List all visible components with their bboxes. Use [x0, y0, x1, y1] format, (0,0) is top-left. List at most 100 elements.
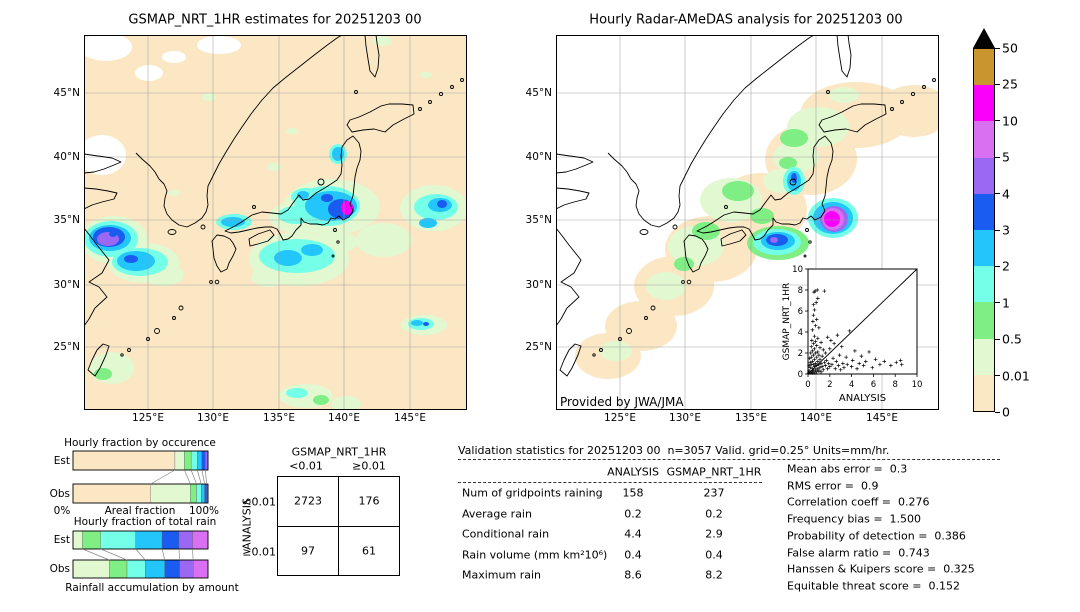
validation-row-label: Rain volume (mm km²10⁶) — [462, 548, 608, 561]
colorbar-segment-cyan — [974, 230, 994, 267]
validation-analysis-value: 0.4 — [624, 548, 642, 561]
validation-row-label: Num of gridpoints raining — [462, 486, 603, 500]
divider-top — [458, 459, 1000, 460]
colorbar-segment-peach — [974, 374, 994, 412]
colorbar-tick-label: 0 — [1002, 404, 1010, 420]
contingency-cell-hit: 61 — [362, 544, 376, 558]
colorbar-overflow-triangle — [973, 28, 995, 48]
validation-analysis-value: 158 — [622, 486, 644, 500]
colorbar-tick — [995, 83, 1000, 85]
inset-scatter-points — [806, 288, 904, 375]
colorbar-tick — [995, 47, 1000, 49]
skill-score-line: False alarm ratio = 0.743 — [787, 546, 930, 559]
totalrain-chart-title: Hourly fraction of total rain — [73, 516, 217, 528]
validation-analysis-value: 4.4 — [624, 527, 642, 541]
validation-gsmap-value: 8.2 — [705, 568, 723, 582]
colorbar-segment-magenta — [974, 85, 994, 122]
inset-xlabel: ANALYSIS — [839, 393, 886, 402]
colorbar-tick — [995, 375, 1000, 377]
colorbar-tick-label: 4 — [1002, 186, 1010, 202]
x-tick-label: 135°E — [263, 412, 295, 424]
inset-x-tick: 2 — [827, 380, 832, 390]
colorbar-tick — [995, 338, 1000, 340]
skill-score-line: Hanssen & Kuipers score = 0.325 — [787, 562, 975, 576]
colorbar-body — [973, 48, 995, 412]
x-tick-label: 140°E — [328, 412, 360, 424]
contingency-cell-miss: 97 — [301, 544, 315, 558]
right-map-frame — [556, 35, 939, 410]
skill-score-line: Mean abs error = 0.3 — [787, 462, 908, 476]
gsmap-estimate-map — [84, 35, 467, 410]
validation-analysis-value: 8.6 — [624, 568, 642, 582]
colorbar-segment-lightcyan — [974, 266, 994, 303]
totalrain-caption: Rainfall accumulation by amount — [65, 582, 239, 594]
gsmap-rain-field — [84, 36, 467, 410]
inset-x-tick: 6 — [871, 380, 876, 390]
left-map-title: GSMAP_NRT_1HR estimates for 20251203 00 — [128, 12, 422, 28]
validation-gsmap-value: 237 — [703, 486, 725, 500]
colorbar-tick-label: 10 — [1002, 113, 1018, 129]
colorbar-tick — [995, 411, 1000, 413]
inset-ylabel: GSMAP_NRT_1HR — [782, 283, 792, 361]
colorbar-tick-label: 25 — [1002, 76, 1018, 92]
x-tick-label: 130°E — [669, 412, 701, 424]
divider-header — [458, 482, 762, 483]
contingency-row-label-ge: ≥0.01 — [242, 545, 276, 559]
inset-x-tick: 8 — [892, 380, 897, 390]
colorbar-segment-palegreen — [974, 338, 994, 375]
colorbar-segment-purple — [974, 157, 994, 194]
colorbar-tick-label: 5 — [1002, 149, 1010, 165]
validation-gsmap-value: 2.9 — [705, 527, 723, 541]
gsmap-no-data-patches — [84, 35, 241, 175]
fraction-bars-canvas — [72, 450, 209, 579]
x-tick-label: 140°E — [800, 412, 832, 424]
validation-row-label: Maximum rain — [462, 568, 541, 582]
x-tick-label: 145°E — [394, 412, 426, 424]
colorbar-tick — [995, 265, 1000, 267]
colorbar-tick — [995, 193, 1000, 195]
validation-gsmap-value: 0.4 — [705, 548, 723, 561]
colorbar-tick-label: 2 — [1002, 258, 1010, 274]
inset-x-tick: 0 — [805, 380, 810, 390]
y-tick-label: 45°N — [525, 87, 552, 99]
skill-score-line: RMS error = 0.9 — [787, 479, 879, 493]
scatter-inset: 0 2 4 6 8 10 0 2 4 6 8 10 ANALYSIS GSMAP_NRT_1HR — [782, 265, 923, 402]
skill-score-line: Frequency bias = 1.500 — [787, 512, 922, 526]
inset-y-tick: 10 — [792, 265, 803, 275]
skill-score-line: Equitable threat score = 0.152 — [787, 579, 960, 593]
colorbar-tick — [995, 156, 1000, 158]
y-tick-label: 30°N — [53, 279, 80, 291]
contingency-col-group: GSMAP_NRT_1HR — [291, 445, 387, 459]
inset-x-tick: 10 — [912, 380, 923, 390]
contingency-row-label-lt: <0.01 — [242, 495, 276, 509]
totalrain-obs-label: Obs — [49, 563, 70, 575]
inset-y-tick: 2 — [798, 349, 803, 359]
y-tick-label: 30°N — [525, 279, 552, 291]
contingency-cell-hits-none: 2723 — [294, 494, 322, 508]
colorbar-tick — [995, 229, 1000, 231]
left-map-frame — [84, 35, 467, 410]
x-tick-label: 125°E — [132, 412, 164, 424]
totalrain-est-label: Est — [53, 534, 70, 546]
y-tick-label: 35°N — [53, 214, 80, 226]
contingency-cell-false-alarm: 176 — [358, 494, 380, 508]
inset-y-tick: 8 — [798, 286, 803, 296]
y-tick-label: 40°N — [525, 151, 552, 163]
x-tick-label: 135°E — [735, 412, 767, 424]
inset-y-tick: 6 — [798, 307, 803, 317]
validation-row-label: Conditional rain — [462, 527, 550, 541]
validation-col-analysis: ANALYSIS — [607, 465, 659, 479]
colorbar-tick-label: 50 — [1002, 40, 1018, 56]
inset-y-tick: 0 — [798, 370, 803, 380]
x-tick-label: 130°E — [197, 412, 229, 424]
colorbar-segment-green — [974, 302, 994, 339]
y-tick-label: 40°N — [53, 151, 80, 163]
x-tick-label: 125°E — [604, 412, 636, 424]
skill-score-line: Probability of detection = 0.386 — [787, 529, 966, 543]
contingency-grid — [277, 476, 400, 576]
colorbar-segment-orchid — [974, 121, 994, 158]
y-tick-label: 45°N — [53, 87, 80, 99]
colorbar-segment-gold — [974, 49, 994, 86]
contingency-col-label-lt: <0.01 — [289, 459, 323, 473]
